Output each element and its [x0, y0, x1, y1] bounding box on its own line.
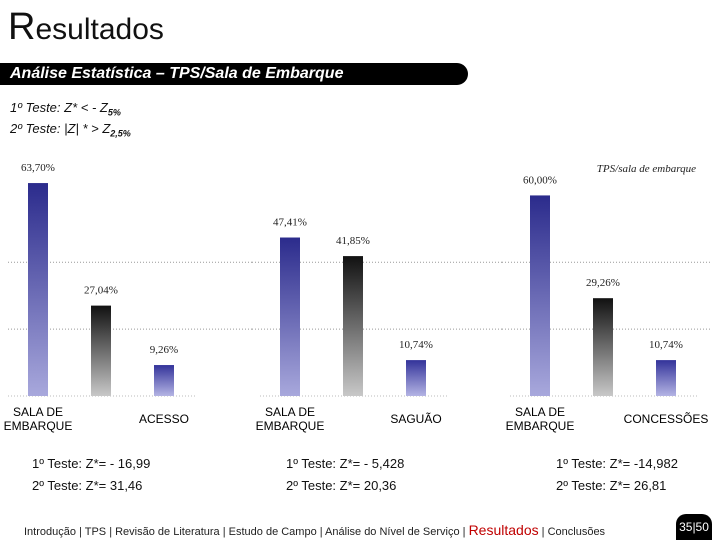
bar: [530, 195, 550, 396]
bar: [28, 183, 48, 396]
bar: [280, 237, 300, 396]
bar: [593, 298, 613, 396]
value-label: 47,41%: [273, 217, 307, 229]
value-label: 63,70%: [21, 162, 55, 174]
page-box: [676, 514, 712, 540]
bar: [154, 365, 174, 396]
x-tick-label: SALA DE EMBARQUE: [3, 405, 73, 433]
test-result: 1º Teste: Z*= -14,982: [556, 456, 678, 471]
value-label: 27,04%: [84, 285, 118, 297]
subtitle: Análise Estatística – TPS/Sala de Embarq…: [10, 65, 344, 82]
test-result: 2º Teste: Z*= 20,36: [286, 478, 397, 493]
nav-text: | Conclusões: [541, 526, 606, 538]
x-tick-label: SAGUÃO: [390, 412, 442, 426]
x-tick-label: CONCESSÕES: [623, 412, 709, 426]
value-label: 10,74%: [399, 339, 433, 351]
value-label: 10,74%: [649, 339, 683, 351]
test-result: 1º Teste: Z*= - 5,428: [286, 456, 405, 471]
footer-nav: Introdução | TPS | Revisão de Literatura…: [24, 522, 605, 538]
value-label: 41,85%: [336, 235, 370, 247]
hypothesis-subscript: 5%: [107, 107, 121, 118]
value-label: 9,26%: [150, 344, 178, 356]
test-result: 1º Teste: Z*= - 16,99: [32, 456, 151, 471]
value-label: 60,00%: [523, 174, 557, 186]
hypothesis-text: 2º Teste: |Z| * > Z: [10, 121, 111, 136]
bar: [656, 360, 676, 396]
x-tick-label: ACESSO: [138, 412, 189, 426]
x-tick-label: SALA DE EMBARQUE: [505, 405, 575, 433]
hypothesis: 2º Teste: |Z| * > Z2,5%: [10, 121, 131, 139]
hypothesis-text: 1º Teste: Z* < - Z: [10, 100, 108, 115]
slide-title: Resultados: [8, 6, 164, 48]
x-tick-label: SALA DE EMBARQUE: [255, 405, 325, 433]
hypothesis-subscript: 2,5%: [110, 128, 131, 139]
test-result: 2º Teste: Z*= 26,81: [556, 478, 667, 493]
subtitle-bar: [0, 63, 468, 85]
test-result: 2º Teste: Z*= 31,46: [32, 478, 143, 493]
bar: [91, 305, 111, 396]
chart-note: TPS/sala de embarque: [597, 163, 696, 175]
value-label: 29,26%: [586, 277, 620, 289]
hypothesis: 1º Teste: Z* < - Z5%: [10, 100, 121, 118]
bar: [406, 360, 426, 396]
bar: [343, 256, 363, 396]
page-number: 35|50: [679, 520, 709, 534]
nav-text: Introdução | TPS | Revisão de Literatura…: [24, 526, 466, 538]
nav-current: Resultados: [468, 522, 539, 538]
